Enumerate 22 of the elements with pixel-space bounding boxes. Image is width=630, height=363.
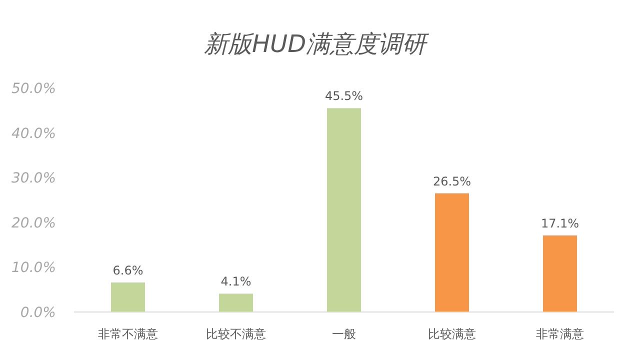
bar <box>219 294 253 312</box>
data-label: 45.5% <box>324 89 364 104</box>
chart-title: 新版HUD满意度调研 <box>204 30 430 58</box>
y-tick-label: 50.0% <box>12 81 56 97</box>
x-tick-label: 非常不满意 <box>98 327 158 341</box>
data-label: 4.1% <box>220 274 252 289</box>
x-tick-label: 一般 <box>332 327 356 341</box>
x-tick-label: 非常满意 <box>536 327 584 341</box>
x-tick-label: 比较不满意 <box>206 327 266 341</box>
y-tick-label: 10.0% <box>12 260 56 276</box>
bar <box>111 282 145 312</box>
bar <box>327 108 361 312</box>
bar <box>543 235 577 312</box>
y-tick-label: 40.0% <box>12 126 56 142</box>
y-tick-label: 0.0% <box>20 305 56 321</box>
data-label: 26.5% <box>432 174 472 188</box>
x-tick-label: 比较满意 <box>428 327 476 341</box>
y-tick-label: 30.0% <box>12 170 56 187</box>
bar <box>435 193 469 312</box>
data-label: 17.1% <box>540 216 580 230</box>
y-tick-label: 20.0% <box>12 215 56 232</box>
data-label: 6.6% <box>112 263 144 278</box>
